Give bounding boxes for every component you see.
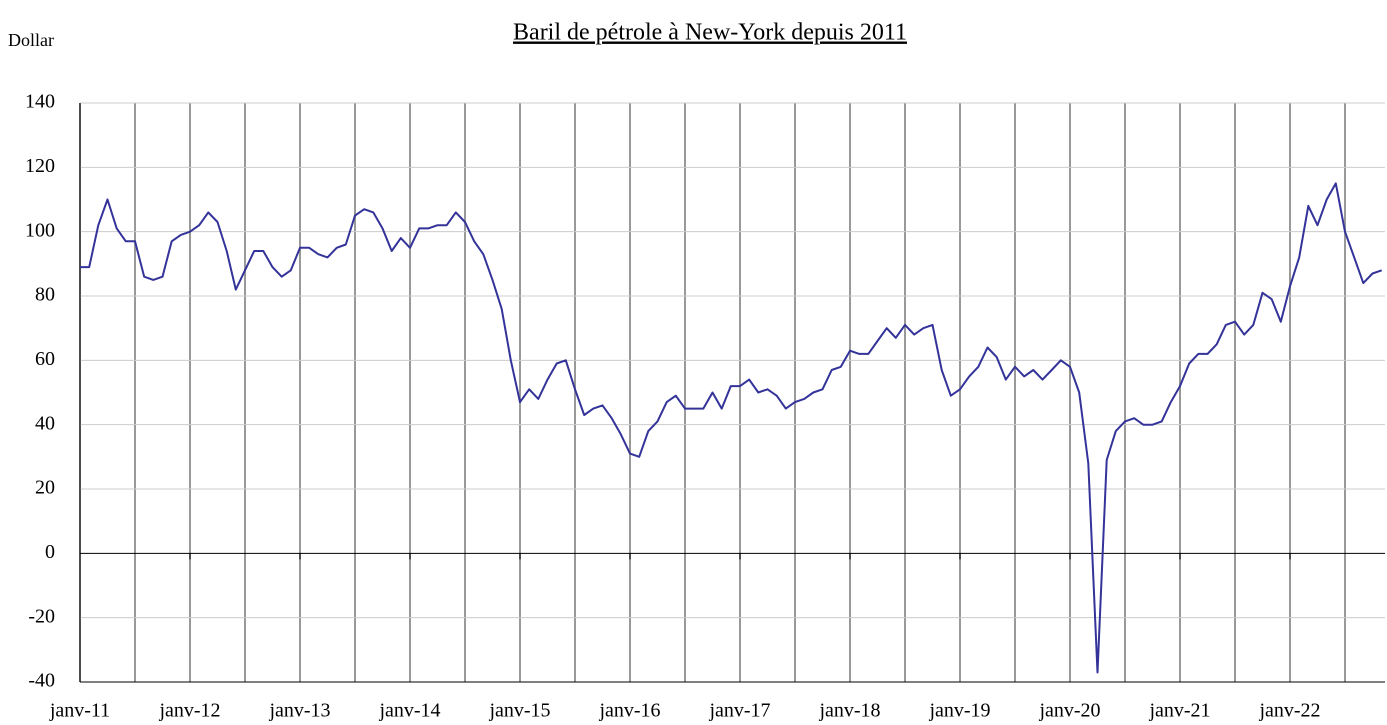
x-tick-label: janv-18 [818,700,880,722]
y-axis-label: Dollar [8,30,54,50]
x-tick-label: janv-17 [708,700,770,722]
x-tick-label: janv-22 [1258,700,1320,722]
chart-title: Baril de pétrole à New-York depuis 2011 [513,20,907,46]
x-tick-label: janv-19 [928,700,990,722]
price-line [80,182,1383,674]
y-tick-label: 60 [35,348,55,370]
x-tick-label: janv-15 [488,700,550,722]
y-tick-label: 0 [45,541,55,563]
y-tick-label: 40 [35,412,55,434]
x-tick-label: janv-20 [1038,700,1100,722]
y-tick-label: 140 [25,91,55,113]
y-tick-label: 20 [35,477,55,499]
x-tick-label: janv-14 [378,700,440,722]
x-tick-label: janv-11 [49,700,110,722]
y-tick-label: 120 [25,155,55,177]
x-tick-label: janv-13 [268,700,330,722]
y-tick-label: 100 [25,219,55,241]
x-tick-label: janv-12 [158,700,220,722]
y-tick-label: 80 [35,284,55,306]
y-tick-label: -20 [28,605,55,627]
x-tick-label: janv-21 [1148,700,1210,722]
x-tick-label: janv-16 [598,700,660,722]
y-tick-label: -40 [28,670,55,692]
